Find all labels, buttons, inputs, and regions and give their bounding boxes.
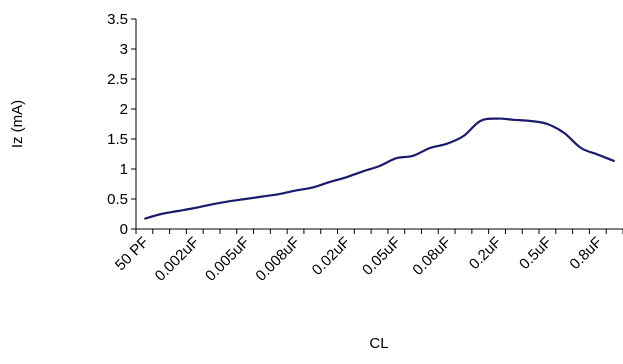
data-point: [396, 157, 398, 159]
x-tick-label: 0.005uF: [202, 234, 253, 285]
data-point: [513, 119, 515, 121]
data-point: [597, 154, 599, 156]
data-point: [312, 187, 314, 189]
data-point: [160, 213, 162, 215]
x-tick-label: 0.002uF: [152, 234, 203, 285]
x-axis-title: CL: [369, 335, 388, 352]
y-tick-label: 2: [120, 101, 128, 118]
data-point: [563, 132, 565, 134]
data-point: [362, 171, 364, 173]
data-point: [463, 135, 465, 137]
x-tick-label: 0.05uF: [359, 234, 404, 279]
data-point: [144, 218, 146, 220]
x-tick-label: 0.08uF: [409, 234, 454, 279]
y-tick-label: 3.5: [107, 11, 128, 28]
x-tick-label: 0.008uF: [252, 234, 303, 285]
y-tick-label: 0.5: [107, 191, 128, 208]
x-tick-label: 0.02uF: [309, 234, 354, 279]
data-point: [278, 193, 280, 195]
data-point: [211, 204, 213, 206]
y-tick-label: 0: [120, 221, 128, 238]
x-tick-label: 50 PF: [112, 234, 152, 274]
data-point: [446, 143, 448, 145]
data-point: [345, 177, 347, 179]
data-point: [580, 147, 582, 149]
data-point: [379, 165, 381, 167]
data-point: [228, 201, 230, 203]
x-axis: 50 PF 0.002uF 0.005uF 0.008uF 0.02uF 0.05uF 0.…: [112, 228, 623, 285]
y-tick-label: 2.5: [107, 71, 128, 88]
data-point: [261, 196, 263, 198]
data-point: [496, 118, 498, 120]
data-point: [547, 123, 549, 125]
x-tick-label: 0.5uF: [516, 234, 555, 273]
data-point: [480, 120, 482, 122]
data-point: [429, 147, 431, 149]
data-point: [295, 190, 297, 192]
data-point: [194, 207, 196, 209]
data-point: [412, 155, 414, 157]
data-point: [328, 181, 330, 183]
data-point: [177, 210, 179, 212]
y-tick-label: 3: [120, 41, 128, 58]
series-line: [144, 117, 616, 220]
y-axis-title: Iz (mA): [9, 100, 26, 148]
y-tick-label: 1.5: [107, 131, 128, 148]
data-point: [244, 198, 246, 200]
data-point: [614, 160, 616, 162]
y-tick-label: 1: [120, 161, 128, 178]
plot-area: [144, 117, 616, 220]
y-axis: 0 0.5 1 1.5 2 2.5 3 3.5: [107, 11, 137, 238]
data-point: [530, 120, 532, 122]
x-tick-label: 0.8uF: [566, 234, 605, 273]
x-tick-label: 0.2uF: [466, 234, 505, 273]
